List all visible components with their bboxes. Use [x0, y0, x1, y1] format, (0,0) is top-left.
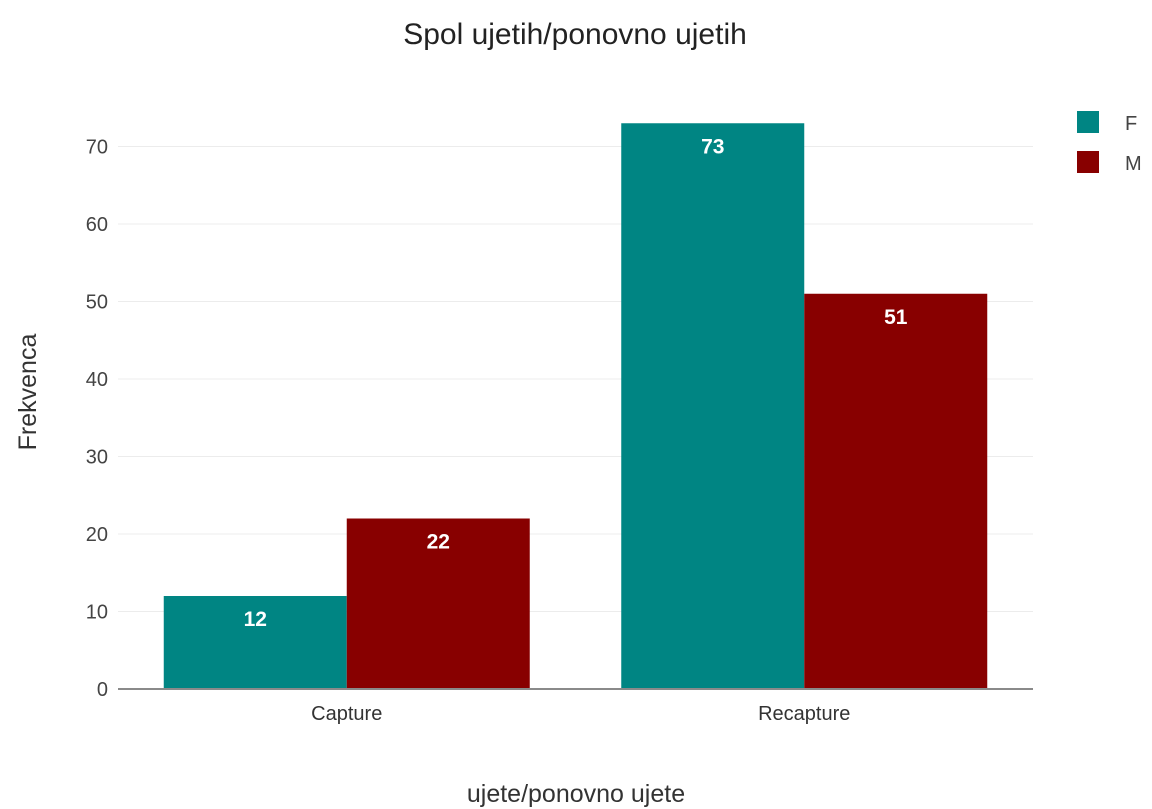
x-category-label: Recapture — [758, 703, 850, 725]
data-label: 12 — [244, 608, 267, 631]
y-axis-title: Frekvenca — [14, 334, 42, 451]
y-tick-label: 0 — [97, 679, 108, 701]
x-axis-title: ujete/ponovno ujete — [467, 780, 685, 808]
chart-title: Spol ujetih/ponovno ujetih — [403, 18, 747, 51]
data-label: 22 — [427, 531, 450, 554]
legend-label-M: M — [1125, 153, 1142, 175]
bar-M-Recapture — [804, 293, 988, 689]
bar-F-Recapture — [621, 123, 805, 689]
gridlines — [118, 146, 1033, 612]
y-tick-label: 70 — [86, 137, 108, 159]
x-axis-categories: Capture Recapture — [311, 703, 850, 725]
y-tick-label: 30 — [86, 447, 108, 469]
bar-M-Capture — [346, 518, 530, 689]
legend-label-F: F — [1125, 113, 1137, 135]
y-axis-ticks: 0 10 20 30 40 50 60 70 — [86, 137, 108, 702]
y-tick-label: 20 — [86, 524, 108, 546]
legend-swatch-M — [1077, 151, 1099, 173]
y-tick-label: 50 — [86, 292, 108, 314]
legend: FM — [1077, 111, 1142, 175]
data-label: 51 — [884, 306, 908, 329]
legend-swatch-F — [1077, 111, 1099, 133]
y-tick-label: 60 — [86, 214, 108, 236]
y-tick-label: 10 — [86, 602, 108, 624]
y-tick-label: 40 — [86, 369, 108, 391]
data-label: 73 — [701, 135, 724, 158]
bars: 12 22 73 51 — [163, 123, 988, 689]
bar-F-Capture — [163, 596, 347, 689]
x-category-label: Capture — [311, 703, 382, 725]
